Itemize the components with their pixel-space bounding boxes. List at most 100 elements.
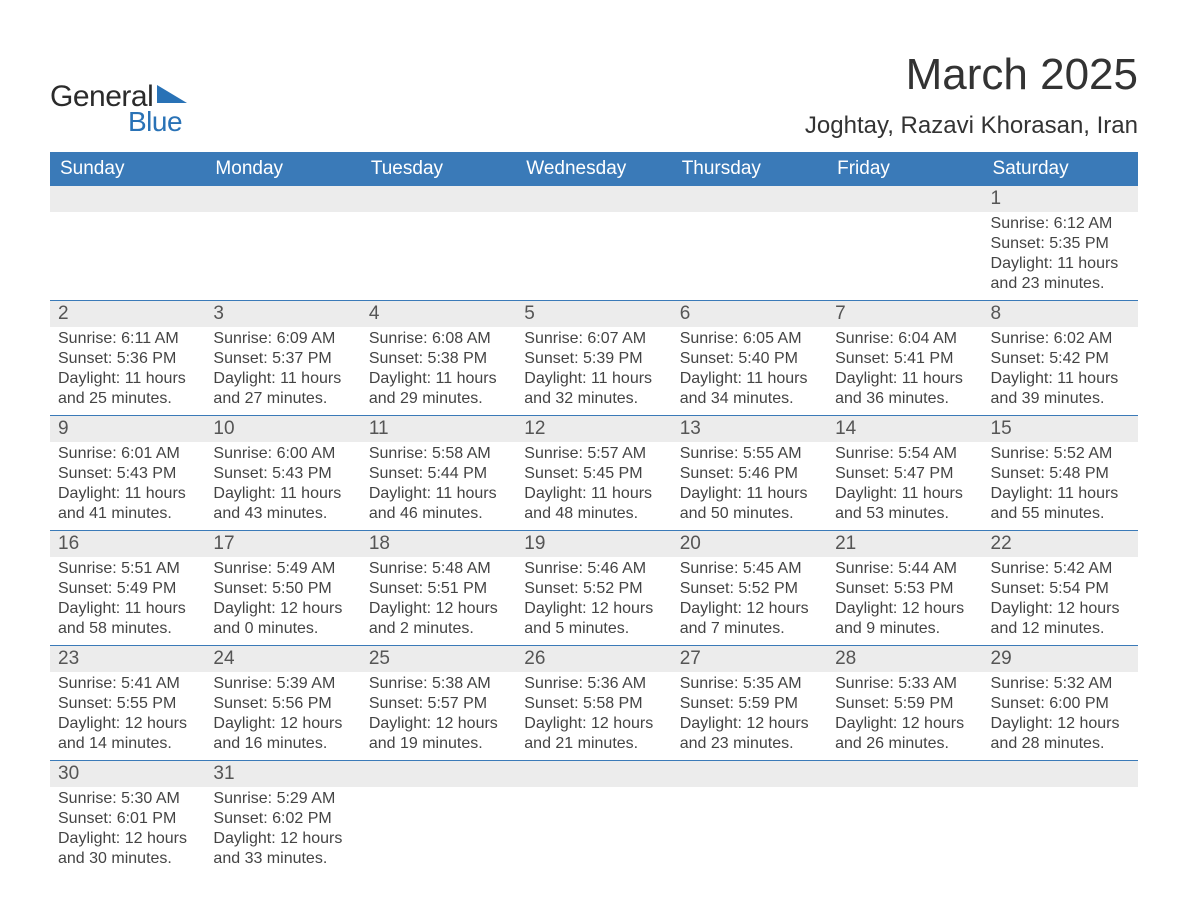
sunrise-text: Sunrise: 6:00 AM [213, 444, 352, 464]
day-details: Sunrise: 5:54 AMSunset: 5:47 PMDaylight:… [827, 442, 982, 530]
daylight-text: Daylight: 11 hours and 46 minutes. [369, 484, 508, 524]
day-number: 17 [205, 531, 360, 557]
page-header: General Blue March 2025 Joghtay, Razavi … [50, 50, 1138, 140]
day-number [827, 761, 982, 787]
day-number: 23 [50, 646, 205, 672]
day-number: 28 [827, 646, 982, 672]
calendar-day-cell: 29Sunrise: 5:32 AMSunset: 6:00 PMDayligh… [983, 646, 1138, 761]
weekday-header: Sunday [50, 152, 205, 186]
sunrise-text: Sunrise: 5:32 AM [991, 674, 1130, 694]
day-number: 3 [205, 301, 360, 327]
day-details: Sunrise: 5:55 AMSunset: 5:46 PMDaylight:… [672, 442, 827, 530]
day-details: Sunrise: 5:48 AMSunset: 5:51 PMDaylight:… [361, 557, 516, 645]
calendar-day-cell: 25Sunrise: 5:38 AMSunset: 5:57 PMDayligh… [361, 646, 516, 761]
sunrise-text: Sunrise: 5:45 AM [680, 559, 819, 579]
calendar-day-cell: 12Sunrise: 5:57 AMSunset: 5:45 PMDayligh… [516, 416, 671, 531]
calendar-day-cell [672, 761, 827, 876]
calendar-week-row: 23Sunrise: 5:41 AMSunset: 5:55 PMDayligh… [50, 646, 1138, 761]
calendar-day-cell [516, 186, 671, 301]
sunset-text: Sunset: 6:00 PM [991, 694, 1130, 714]
day-number: 13 [672, 416, 827, 442]
sunset-text: Sunset: 5:59 PM [835, 694, 974, 714]
day-details: Sunrise: 6:11 AMSunset: 5:36 PMDaylight:… [50, 327, 205, 415]
daylight-text: Daylight: 12 hours and 30 minutes. [58, 829, 197, 869]
day-number: 25 [361, 646, 516, 672]
daylight-text: Daylight: 12 hours and 19 minutes. [369, 714, 508, 754]
day-number [50, 186, 205, 212]
day-details: Sunrise: 5:58 AMSunset: 5:44 PMDaylight:… [361, 442, 516, 530]
calendar-day-cell [983, 761, 1138, 876]
day-details: Sunrise: 6:00 AMSunset: 5:43 PMDaylight:… [205, 442, 360, 530]
calendar-day-cell: 7Sunrise: 6:04 AMSunset: 5:41 PMDaylight… [827, 301, 982, 416]
sunrise-text: Sunrise: 5:38 AM [369, 674, 508, 694]
sunrise-text: Sunrise: 5:48 AM [369, 559, 508, 579]
day-number [361, 186, 516, 212]
calendar-day-cell [516, 761, 671, 876]
weekday-header: Tuesday [361, 152, 516, 186]
day-details [672, 787, 827, 795]
sunset-text: Sunset: 5:52 PM [524, 579, 663, 599]
calendar-day-cell: 15Sunrise: 5:52 AMSunset: 5:48 PMDayligh… [983, 416, 1138, 531]
calendar-week-row: 2Sunrise: 6:11 AMSunset: 5:36 PMDaylight… [50, 301, 1138, 416]
logo-triangle-icon [157, 83, 187, 108]
day-number [983, 761, 1138, 787]
daylight-text: Daylight: 12 hours and 23 minutes. [680, 714, 819, 754]
calendar-day-cell [361, 186, 516, 301]
calendar-day-cell: 13Sunrise: 5:55 AMSunset: 5:46 PMDayligh… [672, 416, 827, 531]
day-number: 10 [205, 416, 360, 442]
sunset-text: Sunset: 5:58 PM [524, 694, 663, 714]
daylight-text: Daylight: 11 hours and 34 minutes. [680, 369, 819, 409]
calendar-day-cell [827, 761, 982, 876]
daylight-text: Daylight: 12 hours and 14 minutes. [58, 714, 197, 754]
calendar-day-cell: 5Sunrise: 6:07 AMSunset: 5:39 PMDaylight… [516, 301, 671, 416]
day-details [516, 787, 671, 795]
day-details [827, 212, 982, 220]
sunset-text: Sunset: 5:42 PM [991, 349, 1130, 369]
sunrise-text: Sunrise: 6:07 AM [524, 329, 663, 349]
day-number: 27 [672, 646, 827, 672]
sunset-text: Sunset: 5:37 PM [213, 349, 352, 369]
daylight-text: Daylight: 11 hours and 50 minutes. [680, 484, 819, 524]
sunset-text: Sunset: 5:48 PM [991, 464, 1130, 484]
daylight-text: Daylight: 12 hours and 5 minutes. [524, 599, 663, 639]
calendar-day-cell [827, 186, 982, 301]
sunset-text: Sunset: 5:46 PM [680, 464, 819, 484]
day-details: Sunrise: 5:29 AMSunset: 6:02 PMDaylight:… [205, 787, 360, 875]
calendar-day-cell: 20Sunrise: 5:45 AMSunset: 5:52 PMDayligh… [672, 531, 827, 646]
sunset-text: Sunset: 6:01 PM [58, 809, 197, 829]
sunrise-text: Sunrise: 5:46 AM [524, 559, 663, 579]
day-number [516, 186, 671, 212]
daylight-text: Daylight: 11 hours and 53 minutes. [835, 484, 974, 524]
sunset-text: Sunset: 5:43 PM [58, 464, 197, 484]
calendar-day-cell: 1Sunrise: 6:12 AMSunset: 5:35 PMDaylight… [983, 186, 1138, 301]
daylight-text: Daylight: 11 hours and 58 minutes. [58, 599, 197, 639]
sunset-text: Sunset: 5:43 PM [213, 464, 352, 484]
day-details: Sunrise: 6:08 AMSunset: 5:38 PMDaylight:… [361, 327, 516, 415]
day-details: Sunrise: 6:05 AMSunset: 5:40 PMDaylight:… [672, 327, 827, 415]
day-details [983, 787, 1138, 795]
weekday-header: Wednesday [516, 152, 671, 186]
calendar-day-cell: 4Sunrise: 6:08 AMSunset: 5:38 PMDaylight… [361, 301, 516, 416]
calendar-day-cell: 28Sunrise: 5:33 AMSunset: 5:59 PMDayligh… [827, 646, 982, 761]
sunset-text: Sunset: 5:57 PM [369, 694, 508, 714]
day-details: Sunrise: 5:30 AMSunset: 6:01 PMDaylight:… [50, 787, 205, 875]
calendar-day-cell: 27Sunrise: 5:35 AMSunset: 5:59 PMDayligh… [672, 646, 827, 761]
day-details: Sunrise: 6:02 AMSunset: 5:42 PMDaylight:… [983, 327, 1138, 415]
sunset-text: Sunset: 5:59 PM [680, 694, 819, 714]
day-number: 15 [983, 416, 1138, 442]
daylight-text: Daylight: 12 hours and 0 minutes. [213, 599, 352, 639]
sunset-text: Sunset: 5:47 PM [835, 464, 974, 484]
sunset-text: Sunset: 5:52 PM [680, 579, 819, 599]
day-number: 29 [983, 646, 1138, 672]
sunset-text: Sunset: 5:38 PM [369, 349, 508, 369]
day-number: 14 [827, 416, 982, 442]
sunrise-text: Sunrise: 6:11 AM [58, 329, 197, 349]
daylight-text: Daylight: 11 hours and 32 minutes. [524, 369, 663, 409]
sunset-text: Sunset: 5:45 PM [524, 464, 663, 484]
day-number [516, 761, 671, 787]
day-details: Sunrise: 5:51 AMSunset: 5:49 PMDaylight:… [50, 557, 205, 645]
sunrise-text: Sunrise: 6:08 AM [369, 329, 508, 349]
sunrise-text: Sunrise: 5:51 AM [58, 559, 197, 579]
sunrise-text: Sunrise: 5:39 AM [213, 674, 352, 694]
daylight-text: Daylight: 11 hours and 25 minutes. [58, 369, 197, 409]
